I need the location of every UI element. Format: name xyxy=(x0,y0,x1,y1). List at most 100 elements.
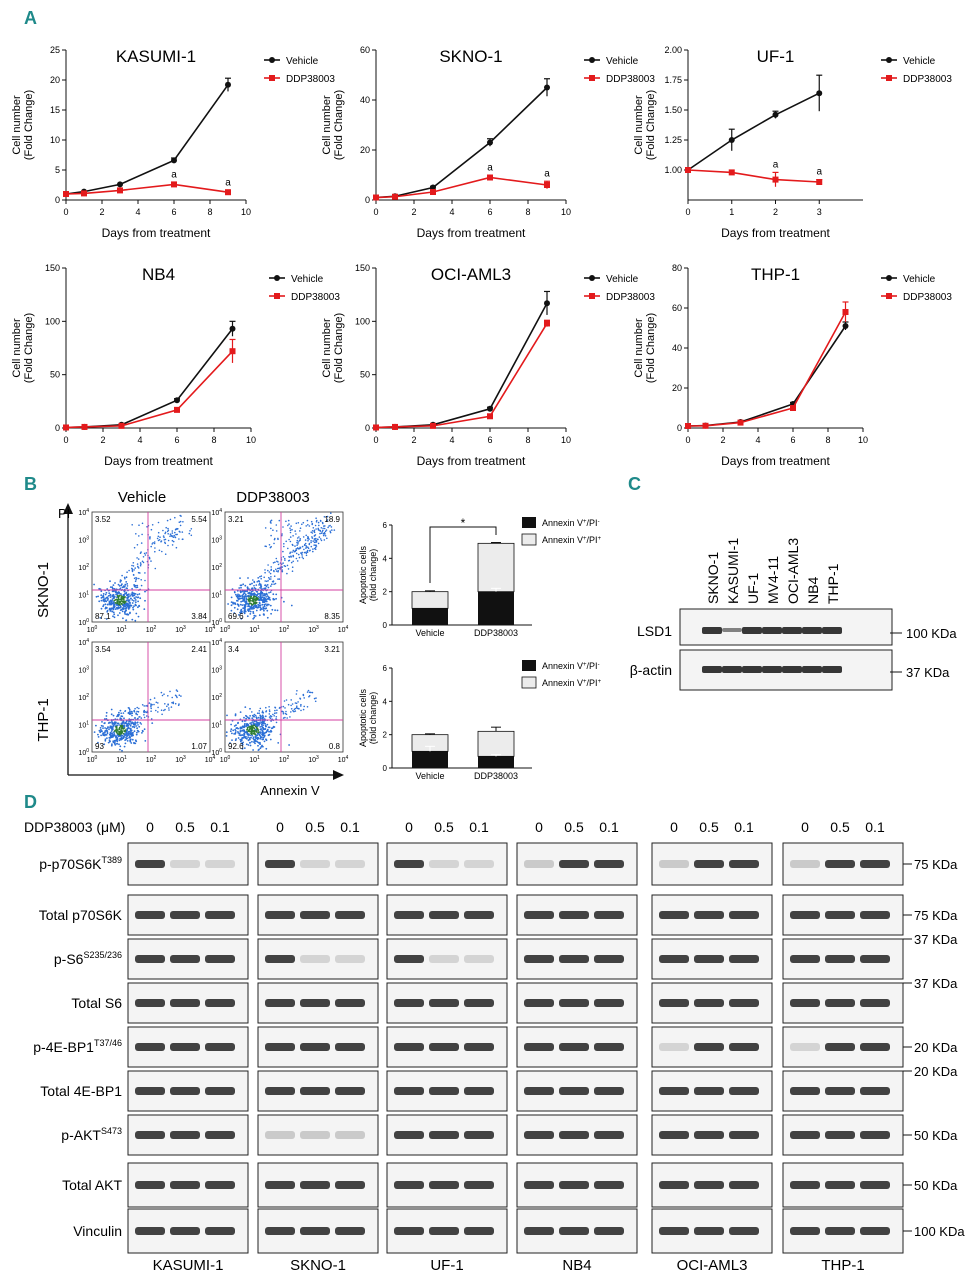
tick-exponent: 0 xyxy=(95,755,98,761)
flow-event xyxy=(119,734,121,736)
flow-event xyxy=(248,597,251,600)
flow-event xyxy=(153,541,156,543)
flow-event xyxy=(319,538,322,540)
blot-band xyxy=(790,1131,820,1139)
y-axis-label: Cell number(Fold Change) xyxy=(633,90,657,160)
flow-event xyxy=(124,577,126,580)
label-main: Vinculin xyxy=(73,1223,122,1239)
blot-band xyxy=(729,1087,759,1095)
blot-band xyxy=(694,999,724,1007)
flow-event xyxy=(176,690,179,692)
flow-event xyxy=(118,726,121,729)
flow-event xyxy=(296,537,299,539)
flow-y-tick-label: 100 xyxy=(78,618,89,627)
flow-event xyxy=(109,596,112,598)
blot-membrane xyxy=(257,1114,379,1156)
flow-event xyxy=(323,525,325,527)
flow-event xyxy=(136,731,138,734)
flow-event xyxy=(253,580,255,583)
tick-base: 10 xyxy=(279,757,287,764)
legend-label-vehicle: Vehicle xyxy=(291,274,324,285)
flow-event xyxy=(144,554,147,556)
flow-event xyxy=(251,734,254,737)
flow-event xyxy=(162,529,164,532)
blot-band xyxy=(559,999,589,1007)
flow-event xyxy=(276,709,278,711)
flow-event xyxy=(161,550,163,553)
flow-event xyxy=(103,722,106,725)
flow-event xyxy=(268,591,270,594)
lane-label: OCI-AML3 xyxy=(785,538,801,604)
chart-title: UF-1 xyxy=(757,47,795,66)
tick-base: 10 xyxy=(205,757,213,764)
chart-title: KASUMI-1 xyxy=(116,47,196,66)
flow-event xyxy=(263,740,266,743)
flow-event xyxy=(239,727,242,730)
y-label-line-2: (Fold Change) xyxy=(645,313,657,383)
flow-event xyxy=(313,541,316,544)
flow-event xyxy=(275,712,278,714)
legend-label-pi-neg: Annexin V+/PI- xyxy=(542,661,600,671)
flow-event xyxy=(118,612,121,614)
flow-event xyxy=(160,709,163,711)
flow-event xyxy=(251,593,253,596)
flow-event xyxy=(275,530,278,532)
flow-event xyxy=(157,706,159,709)
blot-band xyxy=(860,1087,890,1095)
flow-event xyxy=(266,616,269,619)
flow-event xyxy=(136,706,138,709)
label-superscript: S235/236 xyxy=(83,950,122,960)
flow-event xyxy=(330,526,333,528)
tick-exponent: 2 xyxy=(154,755,157,761)
flow-event xyxy=(244,610,247,613)
flow-event xyxy=(254,728,257,731)
flow-event xyxy=(261,603,264,606)
flow-event xyxy=(128,708,131,711)
x-tick-label: 6 xyxy=(171,207,176,217)
pi-axis-label: PI xyxy=(58,506,70,521)
flow-event xyxy=(315,521,318,523)
data-point-vehicle xyxy=(229,325,236,332)
tick-exponent: 3 xyxy=(86,536,89,542)
flow-event xyxy=(176,696,178,699)
flow-event xyxy=(108,728,110,731)
legend-label-ddp38003: DDP38003 xyxy=(606,292,655,303)
flow-event xyxy=(268,733,271,736)
y-tick-label: 4 xyxy=(383,697,388,706)
tick-exponent: 0 xyxy=(219,748,222,754)
flow-event xyxy=(130,597,132,600)
flow-event xyxy=(239,603,242,606)
flow-event xyxy=(237,595,240,598)
tick-base: 10 xyxy=(211,723,219,730)
flow-event xyxy=(313,534,316,537)
flow-event xyxy=(265,598,267,601)
flow-event xyxy=(130,713,132,715)
flow-event xyxy=(99,727,102,729)
flow-event xyxy=(268,571,271,573)
flow-event xyxy=(114,608,117,610)
flow-event xyxy=(117,614,119,617)
tick-exponent: 0 xyxy=(86,618,89,624)
flow-event xyxy=(150,705,152,708)
x-axis-label: Days from treatment xyxy=(721,454,830,468)
flow-event xyxy=(247,744,250,746)
blot-band xyxy=(659,860,689,868)
flow-event xyxy=(267,586,270,589)
dose-value: 0 xyxy=(276,819,284,835)
flow-event xyxy=(243,725,246,728)
y-tick-label: 15 xyxy=(50,105,60,115)
flow-event xyxy=(103,718,106,720)
flow-event xyxy=(322,534,325,537)
flow-event xyxy=(295,552,298,555)
blot-protein-label: p-AKTS473 xyxy=(61,1126,122,1143)
tick-exponent: 3 xyxy=(219,536,222,542)
flow-event xyxy=(137,600,140,603)
flow-y-tick-label: 100 xyxy=(78,748,89,757)
flow-event xyxy=(284,716,286,719)
flow-event xyxy=(263,596,266,599)
flow-event xyxy=(120,579,122,582)
x-tick-label: 8 xyxy=(525,435,530,445)
blot-band xyxy=(694,1131,724,1139)
flow-event xyxy=(257,596,260,598)
